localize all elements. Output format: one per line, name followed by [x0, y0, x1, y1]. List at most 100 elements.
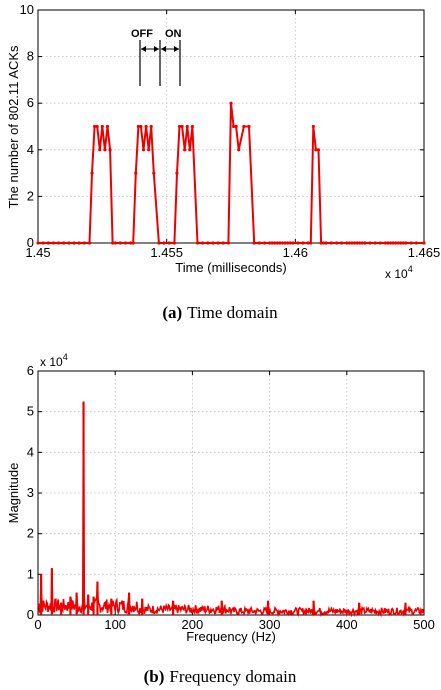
ack-count-point — [183, 148, 187, 152]
ack-count-point — [388, 241, 393, 245]
time-y-axis-label: The number of 802.11 ACKs — [6, 45, 21, 209]
ack-count-point — [231, 124, 236, 129]
time-x-exponent: x 104 — [385, 264, 413, 281]
ack-count-point — [46, 241, 50, 245]
y-tick-label: 0 — [27, 235, 34, 250]
ack-count-point — [291, 241, 295, 245]
ack-count-point — [355, 241, 359, 245]
y-tick-label: 3 — [27, 485, 34, 500]
x-tick-label: 1.46 — [283, 245, 308, 260]
frequency-y-axis-label: Magnitude — [6, 463, 21, 524]
ack-count-point — [242, 124, 246, 129]
y-tick-label: 8 — [27, 49, 34, 64]
x-tick-label: 500 — [413, 617, 435, 632]
ack-count-point — [401, 241, 406, 245]
ack-count-point — [311, 124, 315, 129]
ack-count-point — [67, 241, 71, 245]
ack-count-point — [270, 241, 274, 245]
x-tick-label: 1.465 — [408, 245, 441, 260]
ack-count-point — [363, 241, 367, 245]
arrow-head-left — [161, 46, 166, 52]
frequency-domain-chart: 0 100 200 300 400 500 0 1 2 3 4 5 6 x 104 Frequency … — [6, 352, 435, 686]
ack-count-point — [105, 124, 110, 129]
ack-count-point — [247, 124, 251, 129]
ack-count-point — [123, 241, 128, 245]
ack-count-point — [340, 241, 344, 245]
ack-count-point — [296, 241, 300, 245]
ack-count-point — [190, 124, 194, 129]
ack-count-point — [113, 241, 117, 245]
ack-count-point — [314, 148, 318, 152]
ack-count-point — [257, 241, 261, 245]
off-annotation: OFF — [131, 28, 153, 40]
ack-count-point — [103, 148, 107, 152]
frequency-x-axis-label: Frequency (Hz) — [186, 629, 276, 644]
ack-count-point — [334, 241, 339, 245]
ack-count-point — [283, 241, 287, 245]
time-domain-chart: 1.45 1.455 1.46 1.465 0 2 4 6 8 10 OFF ON Time (m… — [6, 2, 440, 322]
caption-a: (a) Time domain — [162, 303, 278, 322]
ack-count-point — [373, 241, 377, 245]
arrow-head-right — [154, 46, 159, 52]
ack-count-point — [90, 171, 94, 175]
ack-count-point — [358, 241, 362, 245]
y-tick-label: 2 — [27, 188, 34, 203]
ack-count-point — [36, 241, 40, 245]
ack-count-point — [180, 124, 184, 129]
ack-count-point — [262, 241, 267, 245]
ack-count-point — [404, 241, 408, 245]
ack-count-point — [278, 241, 282, 245]
ack-count-point — [414, 241, 418, 245]
ack-count-point — [93, 124, 97, 129]
frequency-y-exponent: x 104 — [40, 352, 68, 369]
ack-count-point — [149, 124, 153, 129]
y-tick-label: 5 — [27, 404, 34, 419]
ack-count-point — [118, 241, 122, 245]
magnitude-spectrum-line — [37, 401, 425, 618]
x-tick-label: 200 — [182, 617, 204, 632]
ack-count-point — [147, 148, 151, 152]
on-annotation: ON — [165, 28, 182, 40]
ack-count-point — [394, 241, 398, 245]
ack-count-point — [162, 241, 166, 245]
ack-count-point — [108, 148, 112, 152]
ack-count-point — [141, 148, 146, 152]
ack-count-point — [360, 241, 364, 245]
ack-count-point — [368, 241, 372, 245]
ack-count-point — [226, 241, 231, 245]
ack-count-point — [322, 241, 326, 245]
ack-count-point — [383, 241, 387, 245]
ack-count-point — [134, 171, 138, 175]
y-tick-label: 1 — [27, 566, 34, 581]
y-tick-label: 2 — [27, 526, 34, 541]
y-tick-label: 4 — [27, 142, 34, 157]
ack-count-point — [275, 241, 279, 245]
ack-count-point — [72, 241, 76, 245]
ack-count-point — [185, 124, 189, 129]
ack-count-point — [324, 241, 328, 245]
ack-count-point — [350, 241, 354, 245]
ack-count-point — [280, 241, 285, 245]
ack-count-point — [347, 241, 351, 245]
ack-count-point — [131, 241, 135, 245]
caption-b: (b) Frequency domain — [144, 667, 297, 686]
ack-count-point — [152, 171, 156, 175]
ack-count-point — [273, 241, 277, 245]
ack-count-point — [129, 241, 133, 245]
ack-count-point — [211, 241, 215, 245]
x-tick-label: 300 — [259, 617, 281, 632]
ack-count-point — [98, 148, 102, 152]
ack-count-point — [352, 241, 357, 245]
off-on-arrows — [139, 40, 181, 86]
ack-count-point — [139, 124, 143, 129]
ack-count-point — [157, 241, 161, 245]
ack-count-point — [234, 124, 238, 129]
y-tick-label: 6 — [27, 363, 34, 378]
y-tick-label: 6 — [27, 95, 34, 110]
ack-count-point — [396, 241, 400, 245]
ack-count-point — [288, 241, 292, 245]
x-tick-label: 400 — [336, 617, 358, 632]
ack-count-point — [172, 241, 176, 245]
ack-count-point — [237, 148, 241, 152]
ack-count-point — [100, 124, 104, 129]
